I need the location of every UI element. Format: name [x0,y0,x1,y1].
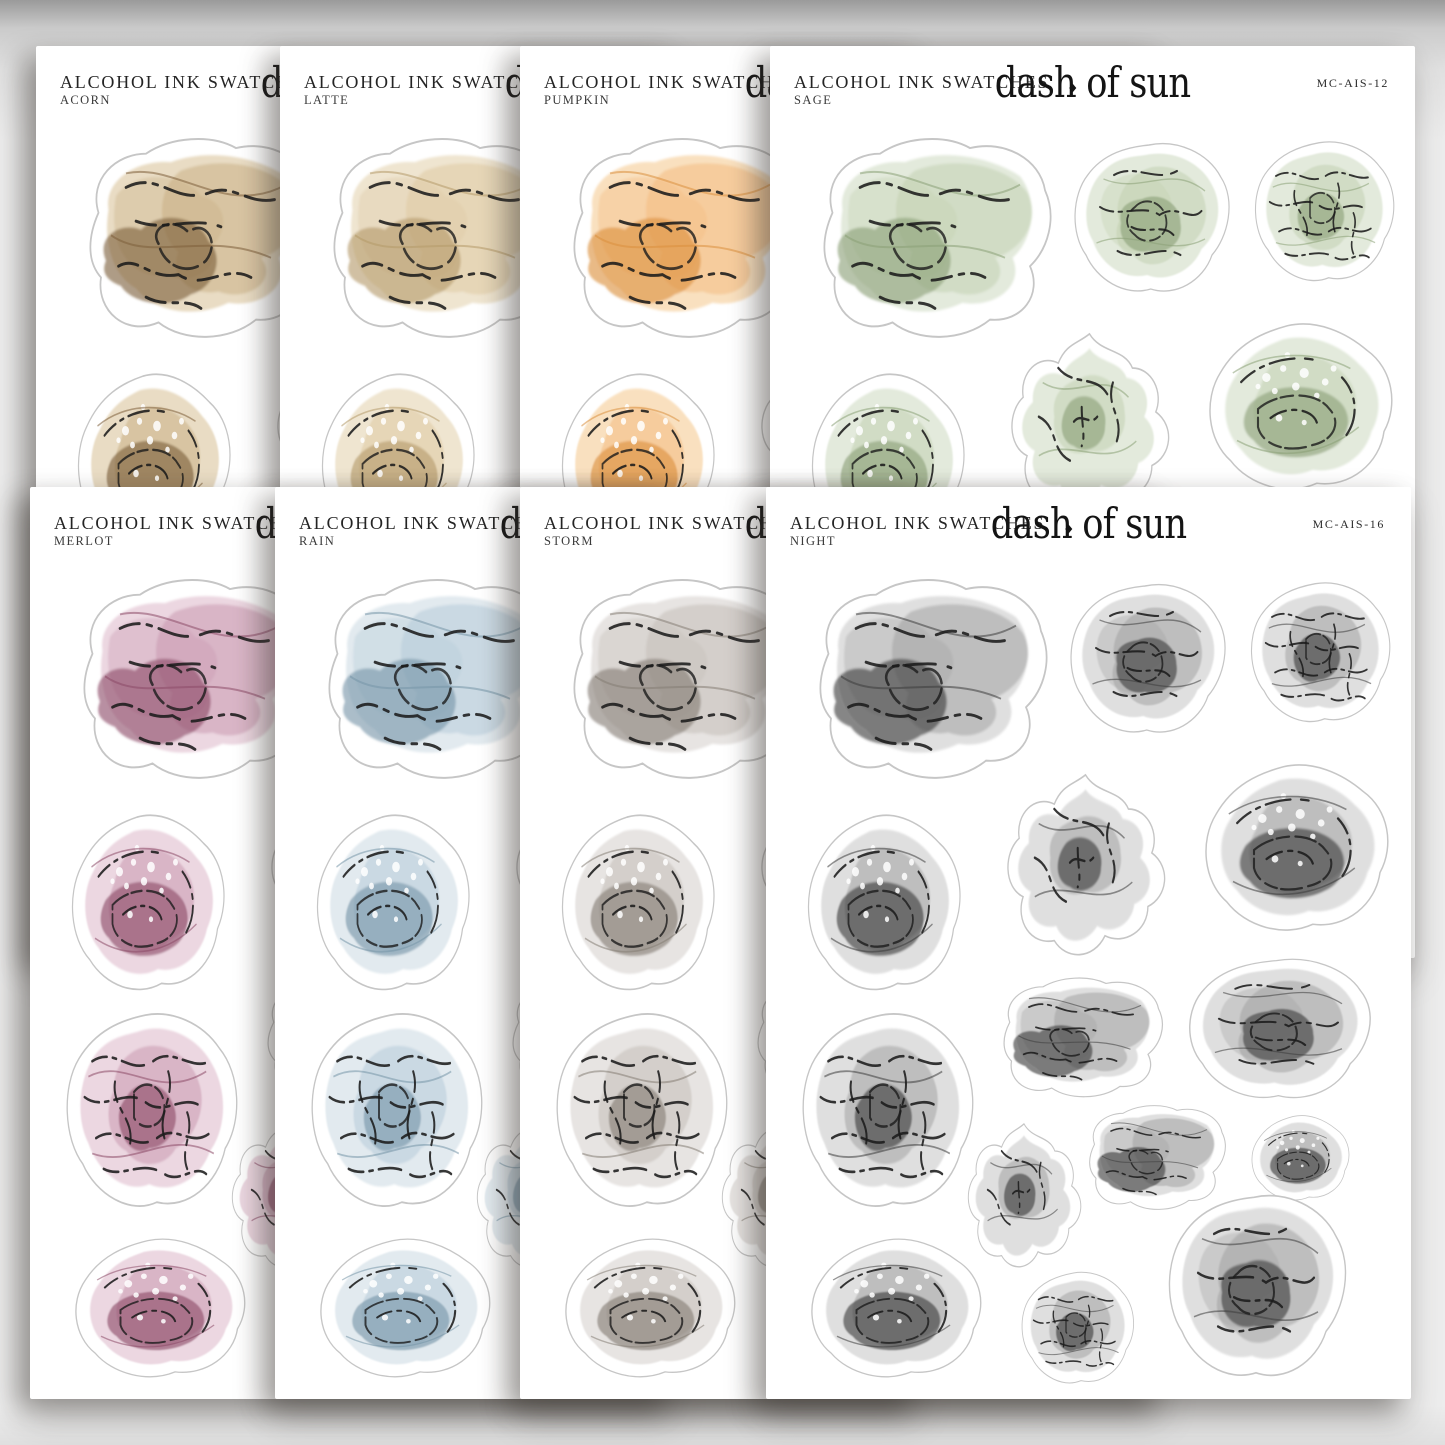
sheet-series-title: ALCOHOL INK SWATCHES [304,72,560,92]
sheet-color-name: LATTE [304,93,350,107]
sticker-sheet-night: ALCOHOL INK SWATCHES NIGHT dash of sun M… [766,487,1411,1399]
sheet-color-name: RAIN [299,534,336,548]
sheet-series-title: ALCOHOL INK SWATCHES [54,513,310,533]
sheet-series-title: ALCOHOL INK SWATCHES [544,513,800,533]
sheet-series-title: ALCOHOL INK SWATCHES [299,513,555,533]
sheet-color-name: ACORN [60,93,111,107]
ink-swatch-blobs [766,555,1411,1389]
brand-logo-text: dash of sun [994,58,1191,107]
brand-logo: dash of sun [818,499,1360,548]
sheet-series-title: ALCOHOL INK SWATCHES [60,72,316,92]
sheet-color-name: NIGHT [790,534,836,548]
sheet-series-title: ALCOHOL INK SWATCHES [794,72,1050,92]
brand-logo: dash of sun [822,58,1364,107]
sheet-sku-code: MC-AIS-12 [1316,76,1389,90]
sheet-sku-code: MC-AIS-16 [1312,517,1385,531]
sheet-series-title: ALCOHOL INK SWATCHES [544,72,800,92]
sheet-color-name: PUMPKIN [544,93,611,107]
sheet-series-title: ALCOHOL INK SWATCHES [790,513,1046,533]
sheet-color-name: SAGE [794,93,833,107]
brand-logo-text: dash of sun [990,499,1187,548]
sheet-color-name: MERLOT [54,534,114,548]
sheet-color-name: STORM [544,534,594,548]
